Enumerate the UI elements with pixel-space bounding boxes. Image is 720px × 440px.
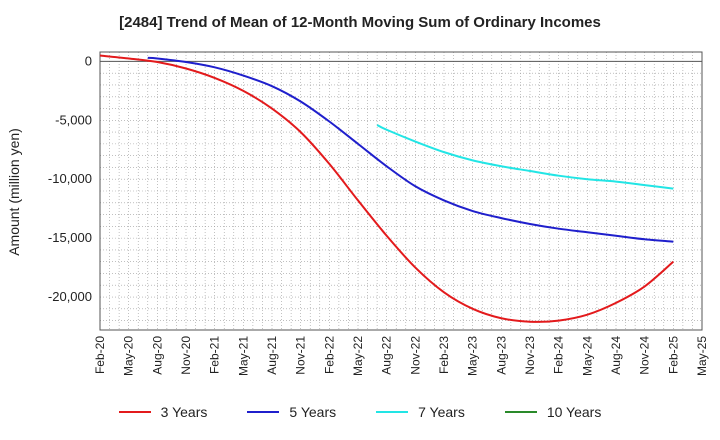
y-tick-label: -15,000 bbox=[48, 230, 92, 245]
chart-title: [2484] Trend of Mean of 12-Month Moving … bbox=[119, 14, 601, 31]
x-tick-label: Aug-21 bbox=[265, 336, 279, 375]
x-tick-label: Aug-23 bbox=[494, 336, 508, 375]
legend-item-10-years: 10 Years bbox=[504, 404, 602, 420]
x-tick-label: May-25 bbox=[695, 336, 709, 376]
x-tick-label: Feb-20 bbox=[93, 336, 107, 374]
y-tick-label: -20,000 bbox=[48, 289, 92, 304]
y-tick-label: 0 bbox=[85, 53, 92, 68]
legend-swatch bbox=[247, 411, 280, 413]
x-tick-label: May-24 bbox=[580, 336, 594, 376]
legend-swatch bbox=[376, 411, 409, 413]
x-tick-label: May-23 bbox=[466, 336, 480, 376]
x-tick-label: Feb-24 bbox=[552, 336, 566, 374]
legend-label: 3 Years bbox=[160, 404, 208, 420]
x-tick-label: Aug-22 bbox=[380, 336, 394, 375]
legend-swatch bbox=[504, 411, 537, 413]
x-tick-label: Nov-24 bbox=[638, 336, 652, 375]
plot-frame bbox=[99, 51, 703, 331]
x-tick-label: Nov-21 bbox=[294, 336, 308, 375]
legend-label: 5 Years bbox=[289, 404, 337, 420]
legend-label: 7 Years bbox=[418, 404, 465, 420]
x-tick-label: Nov-23 bbox=[523, 336, 537, 375]
x-tick-label: Feb-21 bbox=[208, 336, 222, 374]
y-tick-label: -10,000 bbox=[48, 171, 92, 186]
x-tick-label: Feb-22 bbox=[322, 336, 336, 374]
x-tick-label: May-22 bbox=[351, 336, 365, 376]
x-tick-label: Feb-23 bbox=[437, 336, 451, 374]
legend-swatch bbox=[118, 411, 151, 413]
legend-item-5-years: 5 Years bbox=[247, 404, 336, 420]
x-tick-label: Aug-20 bbox=[150, 336, 164, 375]
legend-item-7-years: 7 Years bbox=[376, 404, 465, 420]
legend-item-3-years: 3 Years bbox=[118, 404, 208, 420]
series-line-3-years bbox=[99, 54, 674, 323]
series-line-7-years bbox=[376, 124, 674, 190]
x-tick-label: May-20 bbox=[122, 336, 136, 376]
series-line-5-years bbox=[147, 56, 674, 243]
x-tick-label: Nov-20 bbox=[179, 336, 193, 375]
y-axis-label: Amount (million yen) bbox=[6, 128, 22, 256]
legend-label: 10 Years bbox=[546, 404, 602, 420]
x-tick-label: Aug-24 bbox=[609, 336, 623, 375]
x-tick-label: May-21 bbox=[236, 336, 250, 376]
legend: 3 Years 5 Years 7 Years 10 Years bbox=[0, 404, 720, 420]
x-tick-label: Nov-22 bbox=[408, 336, 422, 375]
x-tick-label: Feb-25 bbox=[666, 336, 680, 374]
y-tick-label: -5,000 bbox=[55, 112, 92, 127]
